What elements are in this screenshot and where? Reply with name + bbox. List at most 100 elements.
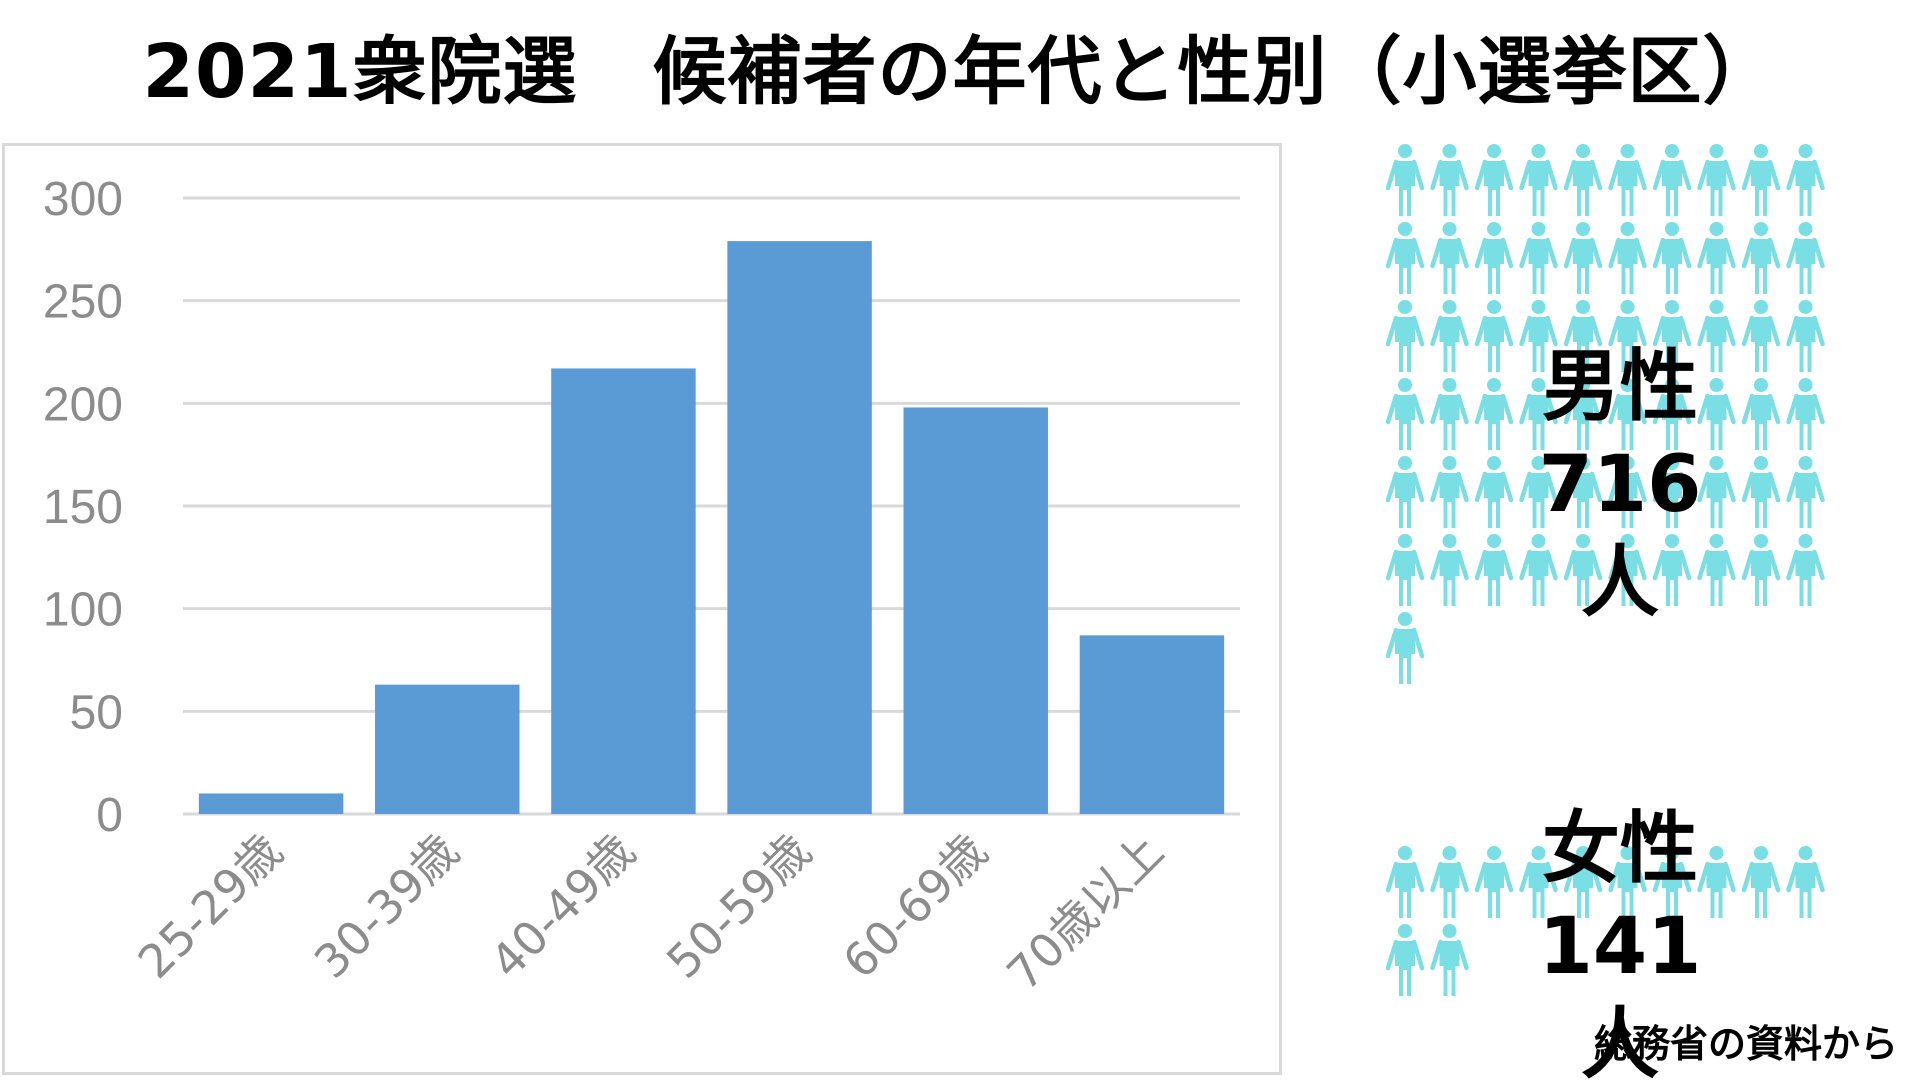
male-person-icon bbox=[1563, 534, 1603, 606]
female-person-icon bbox=[1608, 846, 1647, 918]
x-tick-label-70歳以上: 70歳以上 bbox=[997, 824, 1174, 1001]
male-person-icon bbox=[1652, 456, 1692, 528]
bar-25-29歳 bbox=[198, 793, 344, 814]
male-person-icon bbox=[1474, 378, 1514, 450]
y-tick-label-100: 100 bbox=[43, 584, 123, 637]
female-person-icon bbox=[1652, 846, 1692, 918]
male-person-icon bbox=[1741, 456, 1781, 528]
y-tick-label-300: 300 bbox=[43, 173, 123, 226]
male-person-icon bbox=[1430, 144, 1469, 216]
bar-60-69歳 bbox=[903, 407, 1048, 814]
bar-70歳以上 bbox=[1079, 635, 1225, 814]
male-person-icon bbox=[1385, 612, 1425, 684]
female-pictogram bbox=[1385, 846, 1825, 996]
male-person-icon bbox=[1430, 300, 1469, 372]
male-person-icon bbox=[1519, 456, 1558, 528]
male-person-icon bbox=[1430, 222, 1469, 294]
male-person-icon bbox=[1652, 300, 1692, 372]
female-person-icon bbox=[1741, 846, 1781, 918]
male-person-icon bbox=[1519, 300, 1558, 372]
male-person-icon bbox=[1385, 300, 1425, 372]
male-person-icon bbox=[1519, 222, 1558, 294]
male-person-icon bbox=[1652, 378, 1692, 450]
male-person-icon bbox=[1652, 144, 1692, 216]
x-tick-label-60-69歳: 60-69歳 bbox=[832, 824, 997, 989]
male-person-icon bbox=[1741, 378, 1781, 450]
male-person-icon bbox=[1385, 534, 1425, 606]
male-summary: 男性 716人 bbox=[1500, 338, 1740, 632]
female-person-icon bbox=[1697, 846, 1736, 918]
male-person-icon bbox=[1519, 534, 1558, 606]
female-person-icon bbox=[1385, 846, 1425, 918]
male-person-icon bbox=[1697, 456, 1736, 528]
female-label: 女性 bbox=[1541, 804, 1698, 894]
male-person-icon bbox=[1608, 456, 1647, 528]
male-person-icon bbox=[1697, 534, 1736, 606]
y-tick-label-150: 150 bbox=[43, 481, 123, 534]
male-person-icon bbox=[1385, 378, 1425, 450]
x-tick-label-25-29歳: 25-29歳 bbox=[128, 824, 293, 989]
male-person-icon bbox=[1608, 144, 1647, 216]
male-person-icon bbox=[1608, 534, 1647, 606]
female-count: 141人 bbox=[1538, 902, 1702, 1080]
male-label: 男性 bbox=[1541, 342, 1698, 432]
male-person-icon bbox=[1385, 456, 1425, 528]
male-person-icon bbox=[1786, 456, 1825, 528]
male-person-icon bbox=[1786, 222, 1825, 294]
bar-40-49歳 bbox=[551, 368, 696, 814]
male-person-icon bbox=[1430, 378, 1469, 450]
male-person-icon bbox=[1563, 144, 1603, 216]
y-tick-label-200: 200 bbox=[43, 378, 123, 431]
x-tick-label-30-39歳: 30-39歳 bbox=[304, 824, 469, 989]
male-person-icon bbox=[1741, 300, 1781, 372]
male-person-icon bbox=[1385, 222, 1425, 294]
male-person-icon bbox=[1741, 222, 1781, 294]
male-person-icon bbox=[1563, 222, 1603, 294]
y-tick-label-0: 0 bbox=[96, 789, 123, 842]
male-person-icon bbox=[1608, 378, 1647, 450]
female-person-icon bbox=[1563, 846, 1603, 918]
female-summary: 女性 141人 bbox=[1500, 800, 1740, 1080]
male-person-icon bbox=[1652, 534, 1692, 606]
female-person-icon bbox=[1519, 846, 1558, 918]
male-person-icon bbox=[1385, 144, 1425, 216]
female-person-icon bbox=[1474, 846, 1514, 918]
male-person-icon bbox=[1697, 300, 1736, 372]
male-person-icon bbox=[1697, 378, 1736, 450]
male-person-icon bbox=[1786, 300, 1825, 372]
male-pictogram bbox=[1385, 144, 1825, 684]
male-person-icon bbox=[1474, 144, 1514, 216]
y-tick-label-250: 250 bbox=[43, 276, 123, 329]
x-tick-label-40-49歳: 40-49歳 bbox=[480, 824, 645, 989]
male-person-icon bbox=[1697, 222, 1736, 294]
x-tick-label-50-59歳: 50-59歳 bbox=[656, 824, 821, 989]
male-person-icon bbox=[1563, 456, 1603, 528]
male-person-icon bbox=[1786, 534, 1825, 606]
male-person-icon bbox=[1697, 144, 1736, 216]
source-note: 総務省の資料から bbox=[1593, 1022, 1898, 1066]
female-person-icon bbox=[1385, 924, 1425, 996]
male-count: 716人 bbox=[1538, 440, 1702, 628]
y-tick-label-50: 50 bbox=[70, 686, 123, 739]
male-person-icon bbox=[1474, 456, 1514, 528]
male-person-icon bbox=[1474, 534, 1514, 606]
bar-50-59歳 bbox=[727, 241, 872, 814]
male-person-icon bbox=[1430, 456, 1469, 528]
female-person-icon bbox=[1430, 846, 1469, 918]
female-person-icon bbox=[1786, 846, 1825, 918]
female-person-icon bbox=[1430, 924, 1469, 996]
male-person-icon bbox=[1563, 300, 1603, 372]
bar-chart: 0 50 100 150 200 250 300 25-29歳 30-39歳 40-49歳 50-5… bbox=[43, 173, 1240, 1001]
male-person-icon bbox=[1563, 378, 1603, 450]
male-person-icon bbox=[1519, 378, 1558, 450]
male-person-icon bbox=[1474, 222, 1514, 294]
male-person-icon bbox=[1474, 300, 1514, 372]
male-person-icon bbox=[1608, 222, 1647, 294]
bar-30-39歳 bbox=[375, 684, 520, 814]
male-person-icon bbox=[1519, 144, 1558, 216]
male-person-icon bbox=[1741, 534, 1781, 606]
page-title: 2021衆院選 候補者の年代と性別（小選挙区） bbox=[142, 29, 1778, 115]
male-person-icon bbox=[1786, 378, 1825, 450]
male-person-icon bbox=[1786, 144, 1825, 216]
